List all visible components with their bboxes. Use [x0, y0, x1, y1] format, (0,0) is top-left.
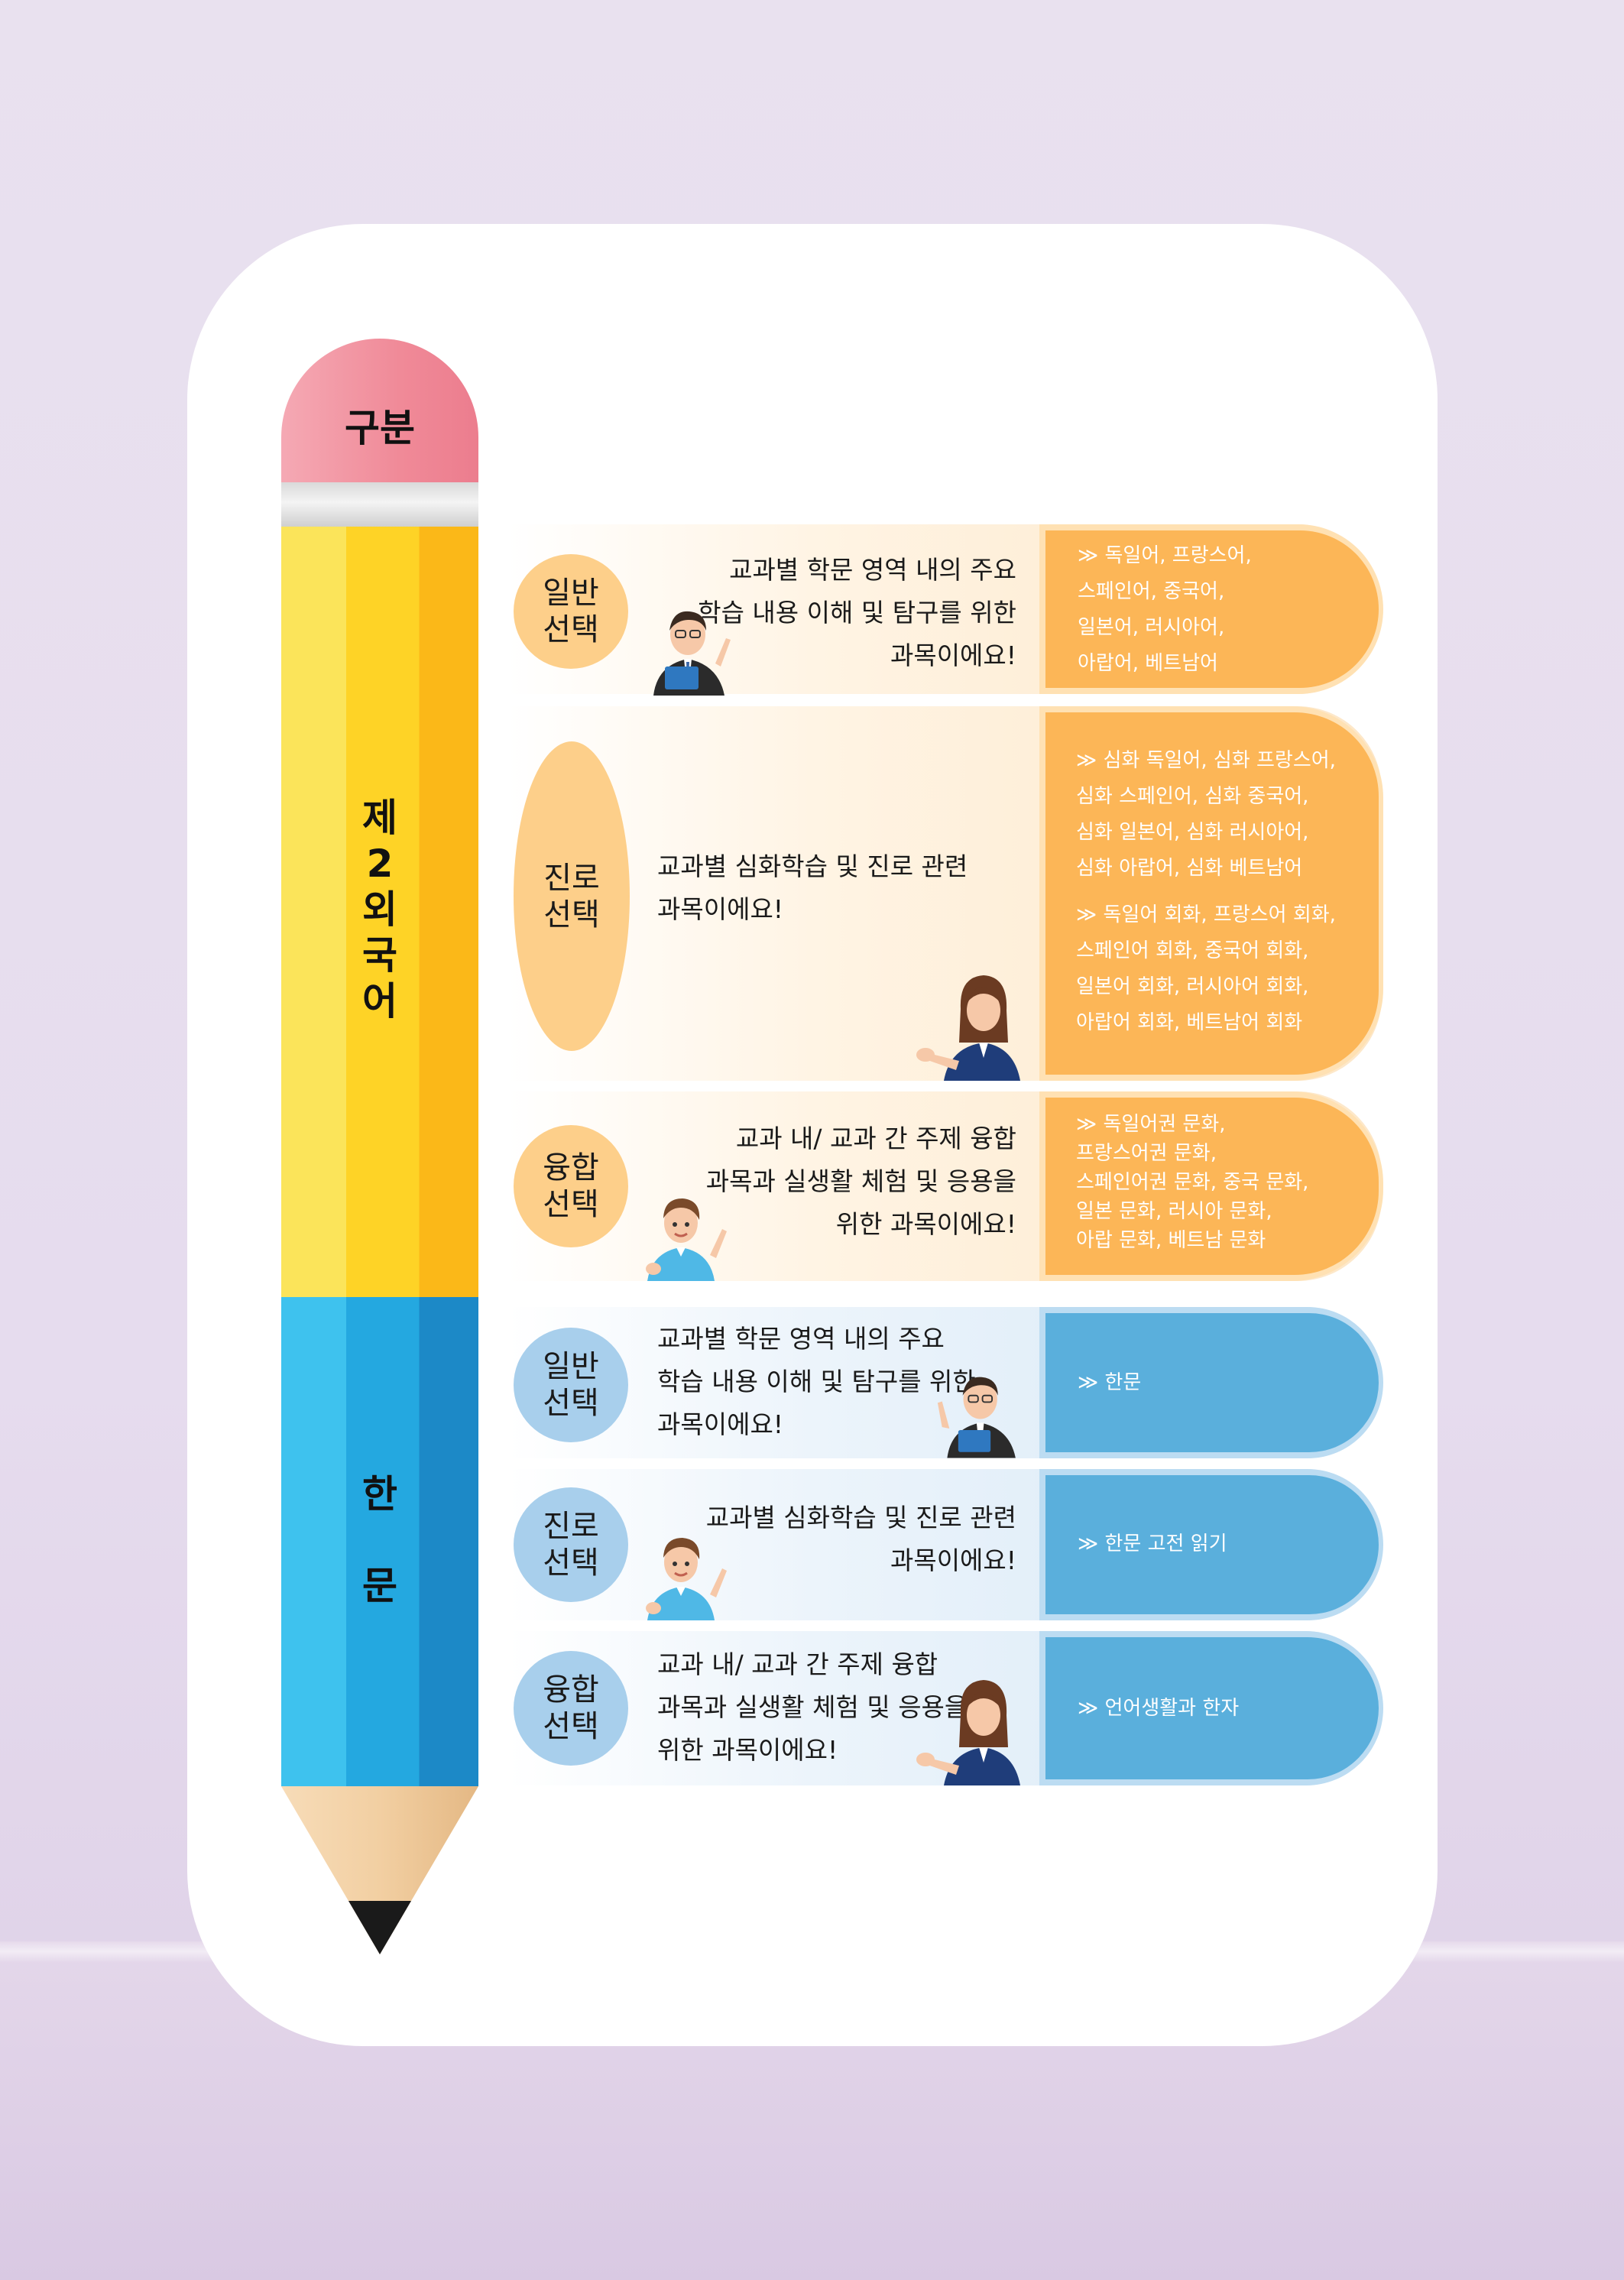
- description-text: 교과별 심화학습 및 진로 관련 과목이에요!: [657, 851, 968, 924]
- badge-convergence-selection: 융합 선택: [514, 1125, 628, 1247]
- teacher-woman-icon: [916, 1680, 1020, 1785]
- subjects-list: ≫ 한문 고전 읽기: [1078, 1532, 1227, 1555]
- subjects-list: ≫ 한문: [1078, 1371, 1142, 1394]
- subjects-list: ≫ 독일어권 문화, 프랑스어권 문화, 스페인어권 문화, 중국 문화, 일본…: [1076, 1113, 1309, 1252]
- teacher-man-icon: [937, 1377, 1016, 1458]
- student-boy-icon: [646, 1198, 727, 1281]
- description-text: 교과별 심화학습 및 진로 관련 과목이에요!: [705, 1503, 1016, 1575]
- pencil-tip: [281, 1786, 478, 1954]
- subjects-panel: [1045, 1313, 1379, 1452]
- pencil-lead: [348, 1901, 411, 1954]
- description-text: 교과별 학문 영역 내의 주요 학습 내용 이해 및 탐구를 위한 과목이에요!: [698, 555, 1016, 670]
- subjects-panel: [1045, 1475, 1379, 1614]
- subjects-panel: [1045, 530, 1379, 688]
- pencil-body-hanmun: [281, 1297, 478, 1786]
- subjects-panel: [1045, 1637, 1379, 1779]
- badge-general-selection: 일반 선택: [514, 1328, 628, 1442]
- badge-general-selection: 일반 선택: [514, 554, 628, 669]
- subjects-list-conversation: ≫ 독일어 회화, 프랑스어 회화, 스페인어 회화, 중국어 회화, 일본어 …: [1076, 903, 1336, 1034]
- group-label-hanmun: 한 문: [362, 1472, 397, 1608]
- badge-convergence-selection: 융합 선택: [514, 1651, 628, 1766]
- header-label: 구분: [345, 406, 415, 450]
- teacher-man-icon: [653, 611, 731, 696]
- teacher-woman-icon: [916, 975, 1020, 1081]
- description-text: 교과별 학문 영역 내의 주요 학습 내용 이해 및 탐구를 위한 과목이에요!: [657, 1324, 976, 1439]
- badge-career-selection: 진로 선택: [514, 1487, 628, 1602]
- pencil-body-foreign-language: [281, 527, 478, 1297]
- subjects-panel: [1045, 712, 1379, 1075]
- student-boy-icon: [646, 1538, 727, 1620]
- pencil-ferrule: [281, 482, 478, 527]
- badge-career-selection: 진로 선택: [514, 741, 630, 1051]
- group-label-foreign-language: 제 2 외 국 어: [362, 796, 397, 1023]
- subjects-list: ≫ 언어생활과 한자: [1078, 1697, 1240, 1720]
- subjects-list: ≫ 심화 독일어, 심화 프랑스어, 심화 스페인어, 심화 중국어, 심화 일…: [1076, 749, 1336, 880]
- description-text: 교과 내/ 교과 간 주제 융합 과목과 실생활 체험 및 응용을 위한 과목이…: [657, 1649, 968, 1765]
- description-text: 교과 내/ 교과 간 주제 융합 과목과 실생활 체험 및 응용을 위한 과목이…: [705, 1124, 1016, 1239]
- subjects-panel: [1045, 1098, 1379, 1275]
- subjects-list: ≫ 독일어, 프랑스어, 스페인어, 중국어, 일본어, 러시아어, 아랍어, …: [1078, 544, 1252, 675]
